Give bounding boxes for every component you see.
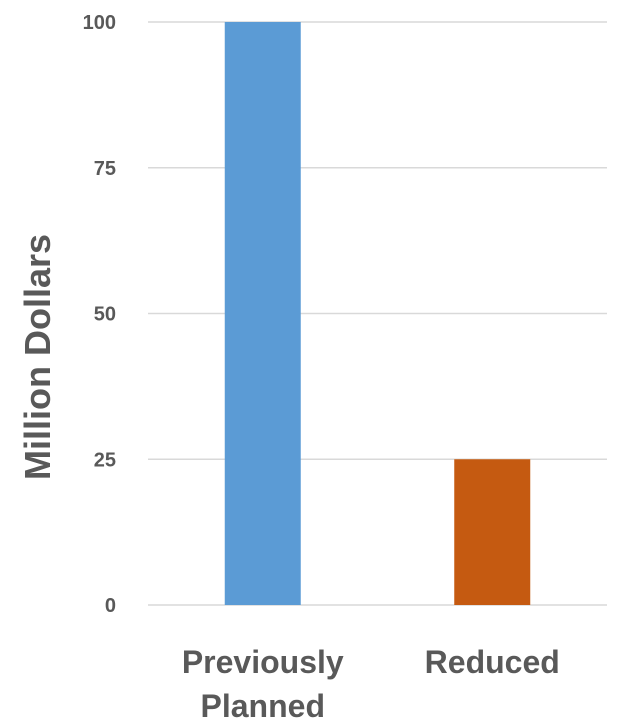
y-axis-label: Million Dollars	[17, 234, 58, 480]
x-category-label-reduced: Reduced	[425, 644, 560, 680]
x-axis-category-labels: Previously Planned Reduced	[182, 644, 560, 724]
y-tick-label-25: 25	[94, 449, 116, 471]
bar-previously-planned	[224, 22, 301, 605]
y-tick-label-100: 100	[83, 12, 116, 34]
bar-reduced	[454, 459, 531, 605]
y-tick-label-75: 75	[94, 158, 116, 180]
gridlines	[148, 21, 607, 606]
y-axis-tick-labels: 0 25 50 75 100	[83, 12, 116, 617]
bars	[224, 22, 531, 605]
x-category-label-previously-planned: Previously Planned	[182, 644, 344, 724]
y-tick-label-50: 50	[94, 304, 116, 326]
y-tick-label-0: 0	[105, 595, 116, 617]
